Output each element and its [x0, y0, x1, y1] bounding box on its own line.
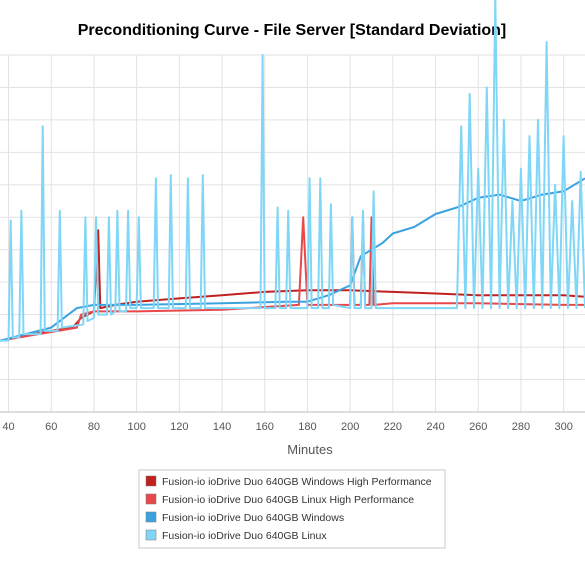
legend-swatch-2: [145, 511, 157, 523]
x-tick-label: 160: [256, 421, 274, 433]
legend-label-3: Fusion-io ioDrive Duo 640GB Linux: [162, 530, 327, 542]
legend-box: [138, 469, 446, 549]
legend-swatch-3: [145, 529, 157, 541]
legend-swatch-0: [145, 475, 157, 487]
series-line-2: [0, 177, 585, 342]
x-tick-label: 180: [298, 421, 316, 433]
x-axis: 40 60 80 100 120 140 160 180 200 220 240 260 280 300: [2, 421, 572, 433]
x-tick-label: 200: [341, 421, 359, 433]
series-line-3: [0, 0, 585, 342]
x-axis-label: Minutes: [287, 442, 333, 457]
x-tick-label: 120: [170, 421, 188, 433]
x-tick-label: 220: [384, 421, 402, 433]
x-tick-label: 140: [213, 421, 231, 433]
legend-label-1: Fusion-io ioDrive Duo 640GB Linux High P…: [162, 494, 414, 506]
x-tick-label: 260: [469, 421, 487, 433]
legend-label-0: Fusion-io ioDrive Duo 640GB Windows High…: [162, 476, 432, 488]
x-tick-label: 40: [2, 421, 14, 433]
legend: Fusion-io ioDrive Duo 640GB Windows High…: [138, 469, 446, 549]
legend-label-2: Fusion-io ioDrive Duo 640GB Windows: [162, 512, 344, 524]
x-tick-label: 300: [554, 421, 572, 433]
x-tick-label: 60: [45, 421, 57, 433]
legend-swatch-1: [145, 493, 157, 505]
x-tick-label: 80: [88, 421, 100, 433]
chart-title: Preconditioning Curve - File Server [Sta…: [78, 22, 507, 39]
x-tick-label: 100: [127, 421, 145, 433]
series-line-1: [0, 216, 585, 342]
x-tick-label: 240: [426, 421, 444, 433]
series-layer: [0, 0, 585, 342]
x-tick-label: 280: [512, 421, 530, 433]
